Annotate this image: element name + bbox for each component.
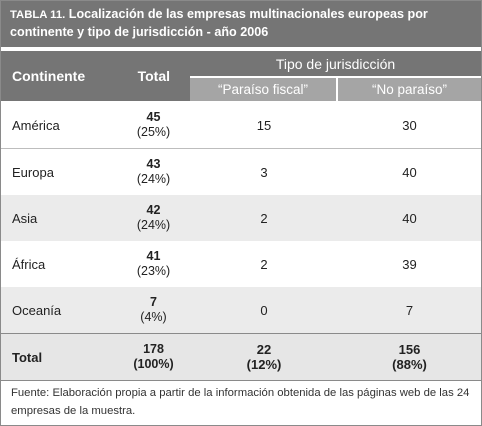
row-total: 45 (25%): [126, 102, 181, 148]
table-header: Continente Total Tipo de jurisdicción “P…: [1, 51, 481, 101]
row-total-pct: (4%): [140, 310, 167, 324]
row-name: Oceanía: [12, 302, 62, 318]
totals-label: Total: [12, 349, 43, 365]
row-name: América: [12, 117, 60, 133]
row-total-pct: (24%): [136, 172, 171, 186]
row-total: 7 (4%): [126, 287, 181, 333]
row-no-paraiso: 40: [402, 210, 417, 226]
header-continente: Continente: [1, 51, 190, 101]
table-row: Asia 42 (24%) 2 40: [1, 195, 481, 241]
row-total: 42 (24%): [126, 195, 181, 241]
row-name: Asia: [12, 210, 38, 226]
totals-total: 178 (100%): [126, 334, 181, 380]
totals-no-paraiso-pct: (88%): [392, 357, 427, 372]
row-total-value: 42: [146, 203, 161, 217]
row-paraiso: 0: [260, 302, 268, 318]
header-tipo-jurisdiccion: Tipo de jurisdicción: [190, 51, 481, 76]
totals-paraiso: 22 (12%): [190, 334, 338, 380]
row-total-pct: (24%): [136, 218, 171, 232]
row-total-pct: (25%): [136, 125, 171, 139]
row-total-pct: (23%): [136, 264, 171, 278]
row-no-paraiso: 39: [402, 256, 417, 272]
table-row: América 45 (25%) 15 30: [1, 102, 481, 148]
table-row: África 41 (23%) 2 39: [1, 241, 481, 287]
row-total-value: 7: [150, 295, 157, 309]
row-total: 41 (23%): [126, 241, 181, 287]
header-total: Total: [137, 68, 170, 84]
row-total-value: 41: [146, 249, 161, 263]
row-no-paraiso: 40: [402, 164, 417, 180]
row-paraiso: 15: [256, 117, 272, 133]
row-total-value: 43: [146, 157, 161, 171]
totals-no-paraiso-value: 156: [398, 342, 421, 357]
table-title-text: Localización de las empresas multinacion…: [10, 7, 428, 39]
row-no-paraiso: 30: [402, 117, 417, 133]
table-title: TABLA 11. Localización de las empresas m…: [1, 1, 481, 47]
table-row: Europa 43 (24%) 3 40: [1, 149, 481, 195]
totals-total-value: 178: [143, 342, 164, 356]
totals-no-paraiso: 156 (88%): [338, 334, 481, 380]
row-name: África: [12, 256, 46, 272]
header-paraiso-fiscal: “Paraíso fiscal”: [190, 78, 336, 101]
row-name: Europa: [12, 164, 54, 180]
totals-paraiso-pct: (12%): [246, 357, 282, 372]
row-paraiso: 3: [260, 164, 268, 180]
row-total: 43 (24%): [126, 149, 181, 195]
row-paraiso: 2: [260, 256, 268, 272]
table-row: Oceanía 7 (4%) 0 7: [1, 287, 481, 333]
row-no-paraiso: 7: [405, 302, 414, 318]
table-number: TABLA 11.: [10, 9, 66, 21]
row-total-value: 45: [146, 110, 161, 124]
totals-total-pct: (100%): [133, 357, 174, 371]
footnote: Fuente: Elaboración propia a partir de l…: [1, 380, 481, 425]
totals-row: Total 178 (100%) 22 (12%) 156 (88%): [1, 333, 481, 380]
totals-paraiso-value: 22: [256, 342, 272, 357]
row-paraiso: 2: [260, 210, 268, 226]
row-separator: [1, 148, 481, 149]
header-no-paraiso: “No paraíso”: [338, 78, 481, 101]
